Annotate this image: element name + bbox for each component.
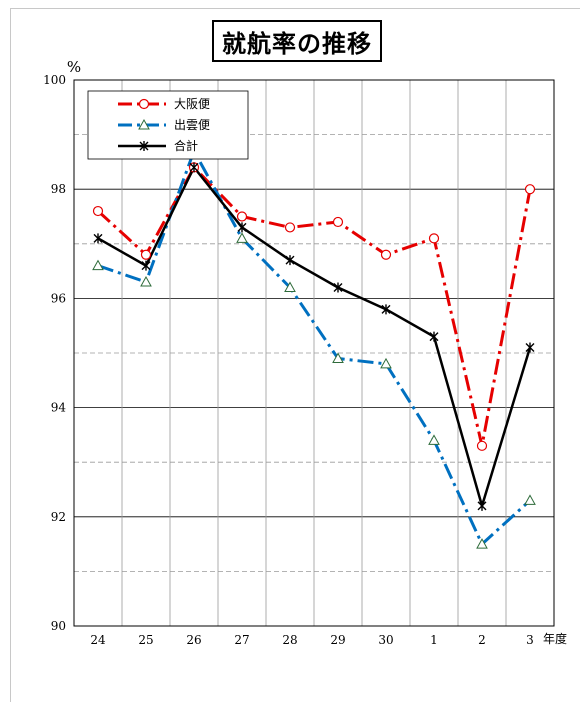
series-1-point [140,249,152,260]
y-axis-label: % [67,58,81,76]
x-tick-label: 1 [430,633,438,647]
series-3-point [285,255,295,266]
x-tick-label: 30 [378,633,393,647]
x-tick-label: 2 [478,633,486,647]
legend-label-1: 大阪便 [174,97,210,111]
y-tick-label: 90 [51,619,66,633]
y-tick-label: 94 [51,401,67,415]
series-1-point [284,222,296,233]
x-tick-label: 25 [138,633,153,647]
page-frame-top [10,8,580,9]
x-tick-label: 28 [282,633,297,647]
series-2-point [92,259,104,271]
x-tick-label: 27 [234,633,249,647]
x-tick-label: 29 [330,633,345,647]
plot-border [73,79,555,627]
x-tick-label: 24 [90,633,106,647]
series-2-point [140,275,152,287]
series-2-point [284,281,296,292]
series-2-point [236,232,248,243]
page-frame-left [10,8,11,702]
series-3-point [237,222,247,233]
series-2-point [332,352,344,363]
series-3-point [189,162,199,173]
series-line-3 [97,166,532,508]
y-tick-label: 100 [43,73,66,87]
y-tick-label: 92 [51,510,66,524]
y-tick-label: 98 [51,182,66,196]
series-1-point [428,233,440,244]
series-3-point [141,260,151,271]
series-1-point [92,205,104,217]
series-2-point [380,357,392,369]
series-3-point [525,342,535,353]
y-tick-label: 96 [51,291,66,305]
x-tick-label: 3 [526,633,534,647]
series-1-point [236,211,248,222]
series-2-point [476,538,488,549]
legend-marker-3 [139,141,149,151]
series-1-point [476,440,488,451]
series-2-point [524,494,536,505]
series-3-point [429,331,439,342]
series-3-point [381,304,391,315]
series-1-point [524,184,536,195]
legend-label-3: 合計 [174,138,198,153]
chart-title: 就航率の推移 [212,20,382,62]
series-1-point [380,249,392,260]
legend [87,90,249,160]
series-3-point [93,233,103,244]
legend-label-2: 出雲便 [174,118,210,132]
series-2-point [428,434,440,445]
series-3-point [333,282,343,293]
legend-marker-1 [138,98,150,110]
series-3-point [477,500,487,511]
x-axis-label: 年度 [543,631,567,646]
series-1-point [332,216,344,228]
x-tick-label: 26 [186,633,201,647]
legend-marker-2 [138,118,150,130]
